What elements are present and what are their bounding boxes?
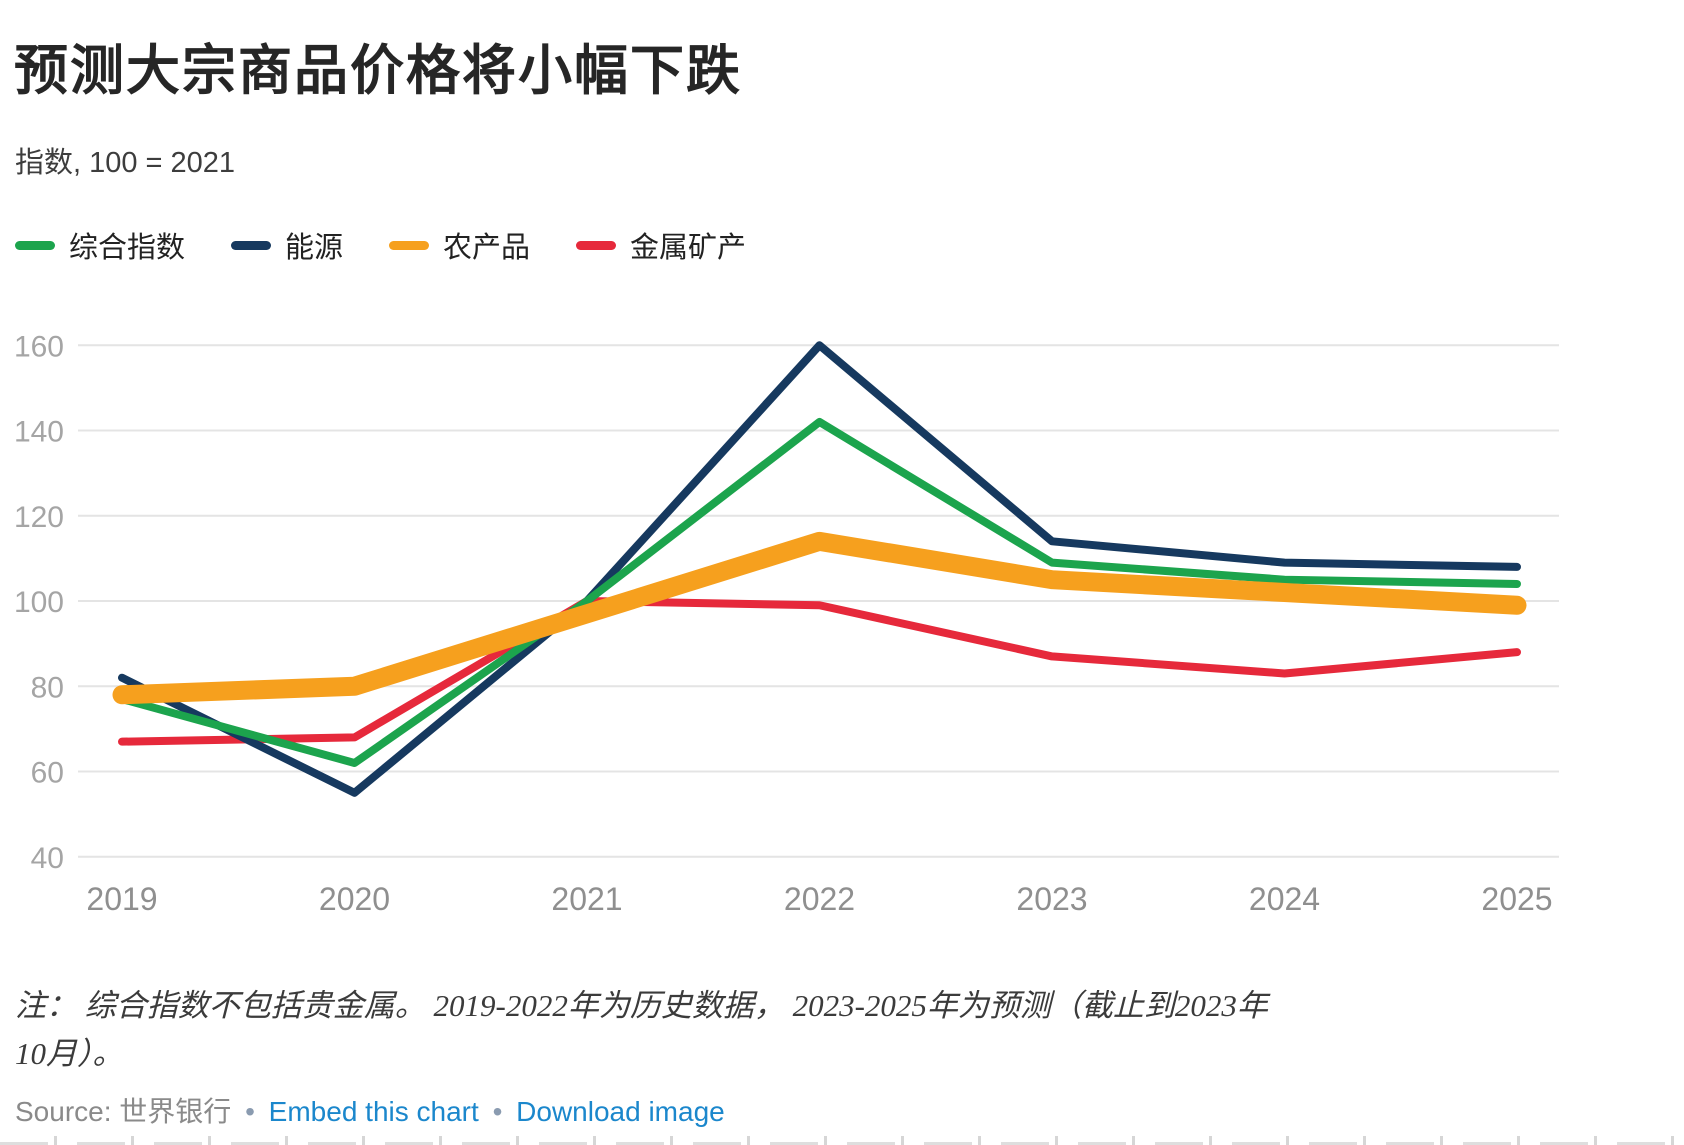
source-name: 世界银行 bbox=[119, 1096, 232, 1127]
x-tick-label-2023: 2023 bbox=[1016, 881, 1087, 917]
bullet-separator: • bbox=[492, 1096, 503, 1127]
series-line-综合指数 bbox=[118, 417, 1521, 767]
y-tick-label-140: 140 bbox=[14, 416, 64, 449]
legend-label: 综合指数 bbox=[69, 232, 186, 264]
y-tick-label-100: 100 bbox=[14, 586, 64, 619]
y-tick-label-80: 80 bbox=[31, 671, 64, 704]
series-line-农产品 bbox=[112, 531, 1527, 705]
x-tick-label-2021: 2021 bbox=[551, 881, 622, 917]
y-tick-label-40: 40 bbox=[31, 842, 64, 875]
x-tick-label-2022: 2022 bbox=[784, 881, 855, 917]
legend-color-swatch bbox=[576, 240, 617, 250]
y-tick-label-120: 120 bbox=[14, 501, 64, 534]
x-tick-label-2024: 2024 bbox=[1249, 881, 1320, 917]
cropped-content-edge bbox=[0, 1136, 1684, 1145]
y-tick-label-160: 160 bbox=[14, 330, 64, 363]
legend-label: 农产品 bbox=[443, 232, 531, 264]
source-prefix: Source: bbox=[15, 1096, 120, 1127]
x-tick-label-2020: 2020 bbox=[319, 881, 390, 917]
legend-item-综合指数: 综合指数 bbox=[15, 224, 185, 266]
download-image-link[interactable]: Download image bbox=[516, 1096, 725, 1127]
legend: 综合指数 能源 农产品 金属矿产 bbox=[15, 224, 746, 266]
legend-label: 能源 bbox=[285, 232, 344, 264]
chart-subtitle: 指数, 100 = 2021 bbox=[15, 147, 236, 179]
bullet-separator: • bbox=[245, 1096, 255, 1127]
x-tick-label-2019: 2019 bbox=[86, 881, 157, 917]
legend-color-swatch bbox=[15, 240, 55, 250]
chart-title: 预测大宗商品价格将小幅下跌 bbox=[14, 41, 742, 101]
legend-item-农产品: 农产品 bbox=[389, 224, 530, 266]
footnote-line-2: 10月）。 bbox=[15, 1036, 124, 1071]
series-line-金属矿产 bbox=[118, 597, 1521, 746]
legend-color-swatch bbox=[389, 240, 430, 250]
legend-item-金属矿产: 金属矿产 bbox=[576, 224, 746, 266]
embed-chart-link[interactable]: Embed this chart bbox=[268, 1096, 479, 1127]
x-tick-label-2025: 2025 bbox=[1481, 881, 1552, 917]
footnote: 注： 综合指数不包括贵金属。 2019-2022年为历史数据， 2023-202… bbox=[15, 982, 1495, 1078]
legend-item-能源: 能源 bbox=[231, 224, 343, 266]
legend-color-swatch bbox=[231, 240, 272, 250]
y-tick-label-60: 60 bbox=[31, 757, 64, 790]
footnote-line-1: 注： 综合指数不包括贵金属。 2019-2022年为历史数据， 2023-202… bbox=[15, 988, 1268, 1023]
legend-label: 金属矿产 bbox=[630, 232, 747, 264]
source-line: Source: 世界银行 • Embed this chart • Downlo… bbox=[15, 1090, 725, 1130]
series-line-能源 bbox=[118, 341, 1521, 797]
